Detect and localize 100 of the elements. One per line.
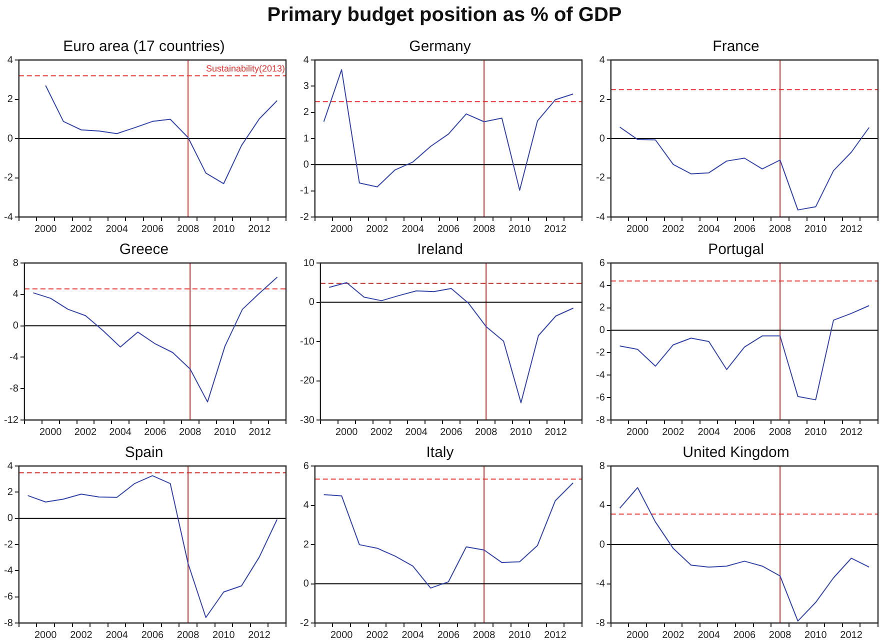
y-tick-label: -6 xyxy=(596,392,606,404)
y-tick-label: -8 xyxy=(596,414,606,426)
y-tick-label: 2 xyxy=(303,539,310,550)
x-tick-label: 2004 xyxy=(109,426,132,438)
x-tick-label: 2002 xyxy=(70,224,93,235)
x-tick-label: 2004 xyxy=(405,426,428,438)
y-tick-label: -10 xyxy=(300,336,315,348)
y-tick-label: -4 xyxy=(10,352,19,363)
y-tick-label: -8 xyxy=(4,618,14,629)
y-tick-label: -2 xyxy=(4,539,14,550)
y-tick-label: 0 xyxy=(599,539,606,550)
x-tick-label: 2002 xyxy=(366,224,389,235)
chart-title: United Kingdom xyxy=(682,444,790,462)
y-tick-label: 3 xyxy=(303,80,310,92)
chart-title: Euro area (17 countries) xyxy=(63,38,225,56)
x-tick-label: 2010 xyxy=(508,630,532,641)
x-tick-label: 2012 xyxy=(248,224,271,235)
x-tick-label: 2008 xyxy=(474,426,498,438)
x-tick-label: 2012 xyxy=(840,630,863,641)
chart-title: Spain xyxy=(124,444,164,462)
y-tick-label: 2 xyxy=(599,94,606,105)
x-tick-label: 2006 xyxy=(437,630,460,641)
x-tick-label: 2006 xyxy=(144,426,167,438)
x-tick-label: 2004 xyxy=(698,630,720,641)
x-tick-label: 2004 xyxy=(402,224,424,235)
x-tick-label: 2000 xyxy=(626,224,650,235)
text: Primary budget position as % of GDP xyxy=(266,3,623,27)
x-tick-label: 2008 xyxy=(178,426,202,438)
x-tick-label: 2010 xyxy=(804,224,828,235)
y-tick-label: -20 xyxy=(300,376,315,386)
y-tick-label: 6 xyxy=(599,258,606,269)
x-tick-label: 2004 xyxy=(106,630,128,641)
y-tick-label: 0 xyxy=(7,133,14,144)
y-tick-label: -8 xyxy=(10,383,19,394)
x-tick-label: 2012 xyxy=(544,224,567,235)
x-tick-label: 2010 xyxy=(212,224,236,235)
x-tick-label: 2000 xyxy=(34,630,58,641)
x-tick-label: 2010 xyxy=(804,630,828,641)
x-tick-label: 2002 xyxy=(370,426,394,438)
x-tick-label: 2006 xyxy=(141,224,164,235)
y-tick-label: 0 xyxy=(308,297,315,308)
y-tick-label: -2 xyxy=(596,172,606,184)
x-tick-label: 2006 xyxy=(733,426,756,438)
x-tick-label: 2010 xyxy=(508,224,532,235)
x-tick-label: 2012 xyxy=(248,630,271,641)
y-tick-label: 0 xyxy=(303,578,310,590)
x-tick-label: 2012 xyxy=(840,426,863,438)
x-tick-label: 2000 xyxy=(335,426,358,438)
x-tick-label: 2002 xyxy=(662,224,685,235)
y-tick-label: -6 xyxy=(4,592,14,603)
x-tick-label: 2000 xyxy=(626,630,650,641)
y-tick-label: 4 xyxy=(599,280,606,292)
chart-title: Germany xyxy=(409,38,472,56)
x-tick-label: 2000 xyxy=(330,224,354,235)
x-tick-label: 2008 xyxy=(176,630,200,641)
x-tick-label: 2008 xyxy=(472,224,496,235)
x-tick-label: 2000 xyxy=(330,630,354,641)
chart-title: Portugal xyxy=(708,241,764,258)
y-tick-label: 0 xyxy=(599,325,606,336)
x-tick-label: 2000 xyxy=(39,426,62,438)
x-tick-label: 2002 xyxy=(70,630,93,641)
y-tick-label: 2 xyxy=(7,94,14,105)
y-tick-label: -4 xyxy=(596,370,606,381)
y-tick-label: -8 xyxy=(596,618,606,629)
x-tick-label: 2004 xyxy=(698,426,720,438)
y-tick-label: 10 xyxy=(303,258,315,269)
x-tick-label: 2000 xyxy=(34,224,58,235)
x-tick-label: 2008 xyxy=(176,224,200,235)
y-tick-label: 2 xyxy=(7,486,14,498)
y-tick-label: -4 xyxy=(596,212,606,223)
x-tick-label: 2008 xyxy=(768,630,792,641)
x-tick-label: 2010 xyxy=(214,426,237,438)
x-tick-label: 2006 xyxy=(733,224,756,235)
x-tick-label: 2012 xyxy=(248,426,272,438)
chart-title: Greece xyxy=(119,241,169,258)
y-tick-label: 8 xyxy=(12,258,19,269)
x-tick-label: 2008 xyxy=(768,224,792,235)
x-tick-label: 2004 xyxy=(402,630,424,641)
y-tick-label: 0 xyxy=(7,513,14,524)
x-tick-label: 2012 xyxy=(544,426,568,438)
chart-title: France xyxy=(712,38,760,56)
y-tick-label: 4 xyxy=(7,54,14,66)
y-tick-label: 0 xyxy=(599,133,606,144)
y-tick-label: -4 xyxy=(4,212,14,223)
y-tick-label: 8 xyxy=(599,460,606,472)
x-tick-label: 2006 xyxy=(733,630,756,641)
y-tick-label: -12 xyxy=(4,414,19,426)
y-tick-label: -4 xyxy=(4,565,14,576)
x-tick-label: 2006 xyxy=(440,426,463,438)
x-tick-label: 2008 xyxy=(472,630,496,641)
y-tick-label: 4 xyxy=(12,289,19,300)
x-tick-label: 2010 xyxy=(212,630,236,641)
y-tick-label: 1 xyxy=(303,133,310,144)
y-tick-label: 0 xyxy=(12,320,19,332)
x-tick-label: 2004 xyxy=(106,224,128,235)
y-tick-label: -1 xyxy=(300,186,310,197)
x-tick-label: 2002 xyxy=(366,630,389,641)
y-tick-label: -30 xyxy=(300,414,315,426)
chart-title: Ireland xyxy=(417,241,463,258)
y-tick-label: 0 xyxy=(303,159,310,170)
